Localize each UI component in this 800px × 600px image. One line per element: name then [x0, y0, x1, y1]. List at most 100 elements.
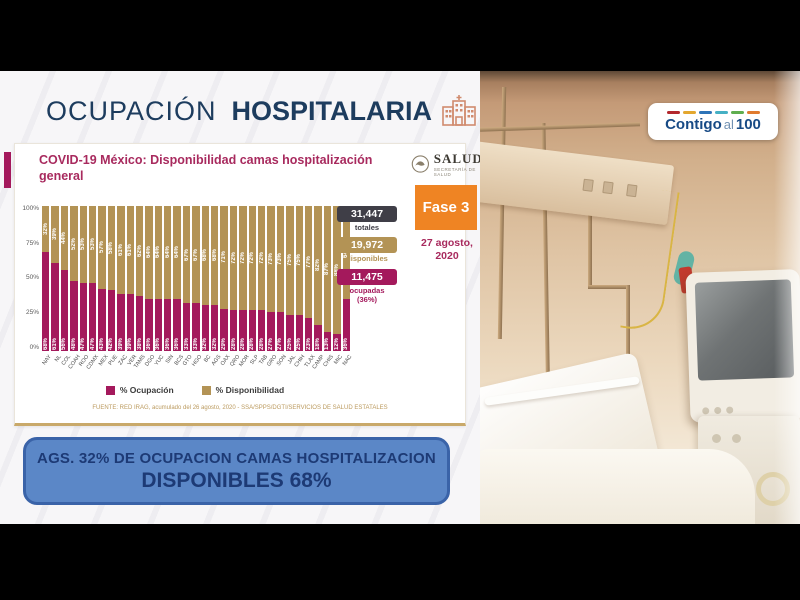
wall-outlet	[626, 184, 638, 198]
segment-disponibilidad: 58%	[107, 206, 116, 291]
bar-value-disponibilidad: 67%	[192, 248, 199, 261]
segment-ocupacion: 47%	[88, 282, 97, 351]
segment-disponibilidad: 71%	[220, 206, 228, 309]
title-word-bold: HOSPITALARIA	[231, 95, 433, 126]
logo-color-dashes	[666, 111, 760, 114]
bar-value-disponibilidad: 77%	[305, 255, 312, 268]
logo-text: Contigo al 100	[665, 117, 761, 132]
machine-knob	[712, 434, 721, 443]
bar-value-ocupacion: 36%	[145, 337, 152, 350]
bent-pipe	[626, 285, 630, 405]
bar-value-disponibilidad: 72%	[239, 252, 246, 265]
segment-ocupacion: 28%	[257, 310, 266, 351]
x-tick-chis: CHIS	[322, 352, 335, 372]
bar-roo: 53% 47%	[79, 206, 87, 351]
slide-content: OCUPACIÓN HOSPITALARIA	[0, 71, 800, 524]
bar-zac: 61% 39%	[117, 206, 125, 351]
bar-value-disponibilidad: 58%	[108, 242, 115, 255]
x-tick-col: COL	[61, 352, 73, 372]
bars-area: 32% 68% 39% 61% 44% 56% 52% 48% 53% 47% 53% 47% 57% 4…	[42, 206, 350, 351]
bar-ver: 61% 39%	[126, 206, 134, 351]
bar-value-disponibilidad: 75%	[296, 254, 303, 267]
contigo-al-100-logo: Contigo al 100	[648, 103, 778, 140]
segment-ocupacion: 36%	[145, 298, 153, 351]
segment-disponibilidad: 88%	[333, 206, 341, 334]
segment-disponibilidad: 64%	[164, 206, 172, 299]
y-tick: 50%	[25, 274, 39, 282]
legend-swatch	[105, 385, 115, 395]
stat-value: 19,972	[337, 237, 397, 254]
bar-value-ocupacion: 56%	[61, 337, 68, 350]
bar-value-disponibilidad: 73%	[268, 252, 275, 265]
segment-disponibilidad: 64%	[154, 206, 163, 299]
segment-disponibilidad: 64%	[173, 206, 181, 299]
bar-value-disponibilidad: 57%	[99, 241, 106, 254]
wall-outlet	[582, 178, 594, 192]
x-tick-mex: MEX	[98, 352, 110, 372]
x-tick-son: SON	[276, 352, 288, 372]
bar-coah: 52% 48%	[70, 206, 78, 351]
segment-disponibilidad: 73%	[267, 206, 275, 312]
bar-value-disponibilidad: 44%	[61, 231, 68, 244]
segment-ocupacion: 28%	[229, 310, 238, 351]
segment-ocupacion: 47%	[79, 282, 87, 351]
legend-label: % Disponibilidad	[215, 385, 285, 395]
bar-value-disponibilidad: 68%	[202, 249, 209, 262]
bar-value-disponibilidad: 53%	[89, 238, 96, 251]
logo-dash	[746, 111, 760, 114]
bar-value-disponibilidad: 72%	[249, 252, 256, 265]
bent-pipe	[588, 285, 630, 289]
source-note: FUENTE: RED IRAG, acumulado del 26 agost…	[92, 405, 388, 411]
segment-disponibilidad: 57%	[98, 206, 106, 289]
x-tick-mic: MIC	[333, 352, 345, 372]
bar-chih: 75% 25%	[295, 206, 303, 351]
segment-ocupacion: 33%	[192, 303, 200, 351]
x-tick-tams: TAMS	[134, 352, 148, 372]
segment-disponibilidad: 52%	[70, 206, 78, 282]
bar-value-ocupacion: 61%	[52, 337, 59, 350]
bar-value-ocupacion: 36%	[164, 337, 171, 350]
bar-value-ocupacion: 36%	[343, 337, 350, 350]
segment-ocupacion: 27%	[267, 311, 275, 351]
x-tick-nay: NAY	[42, 352, 53, 372]
x-tick-qro: QRO	[229, 352, 241, 372]
y-tick: 0%	[29, 343, 39, 351]
salud-subtext: SECRETARÍA DE SALUD	[433, 167, 476, 177]
segment-ocupacion: 32%	[201, 304, 210, 351]
bar-value-ocupacion: 36%	[155, 337, 162, 350]
x-tick-zac: ZAC	[117, 352, 128, 372]
bar-value-ocupacion: 25%	[286, 337, 293, 350]
segment-ocupacion: 56%	[60, 269, 69, 351]
segment-ocupacion: 48%	[70, 281, 78, 351]
salud-logo: SALUD SECRETARÍA DE SALUD	[411, 151, 486, 177]
left-panel: OCUPACIÓN HOSPITALARIA	[0, 71, 482, 524]
chart-legend: % Ocupación % Disponibilidad	[55, 385, 335, 395]
logo-dash	[730, 111, 744, 114]
letterbox-bottom	[0, 524, 800, 600]
x-tick-bc: BC	[202, 352, 213, 372]
segment-ocupacion: 32%	[211, 304, 219, 351]
bar-value-disponibilidad: 75%	[286, 254, 293, 267]
x-tick-mor: MOR	[238, 352, 250, 372]
bar-value-disponibilidad: 62%	[136, 244, 143, 257]
bar-value-ocupacion: 32%	[211, 337, 218, 350]
x-tick-cdmx: CDMX	[86, 352, 100, 372]
logo-dash	[682, 111, 696, 114]
x-tick-ver: VER	[126, 352, 138, 372]
bar-qro: 72% 28%	[229, 206, 238, 351]
x-tick-jal: JAL	[286, 352, 297, 372]
segment-disponibilidad: 77%	[304, 206, 313, 318]
y-axis: 100% 75% 50% 25% 0%	[19, 205, 39, 351]
segment-disponibilidad: 44%	[60, 206, 69, 270]
segment-disponibilidad: 61%	[117, 206, 125, 295]
segment-ocupacion: 36%	[173, 298, 181, 351]
x-tick-ags: AGS	[211, 352, 223, 372]
stat-label: ocupadas (36%)	[349, 285, 385, 305]
x-tick-yuc: YUC	[154, 352, 166, 372]
machine-knob	[732, 434, 741, 443]
bar-value-ocupacion: 42%	[108, 337, 115, 350]
bar-bcs: 64% 36%	[173, 206, 181, 351]
bar-value-disponibilidad: 73%	[277, 252, 284, 265]
segment-ocupacion: 25%	[286, 314, 294, 351]
